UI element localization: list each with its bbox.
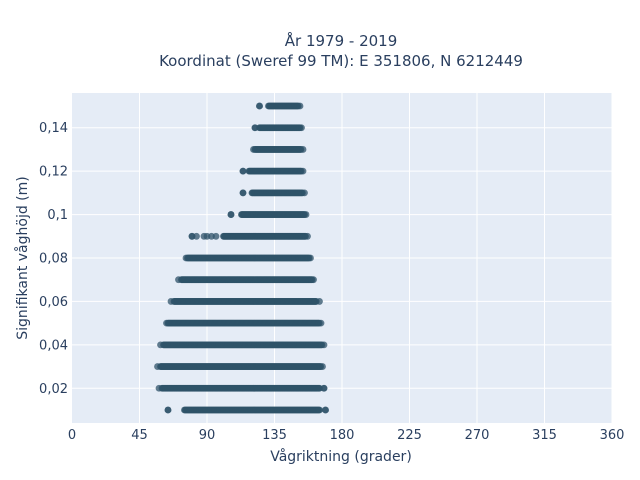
band-points	[182, 254, 314, 262]
x-tick-label: 360	[600, 428, 625, 443]
band-points	[239, 167, 307, 175]
x-tick-label: 0	[68, 428, 76, 443]
data-point-outlier	[227, 211, 235, 218]
data-point	[307, 254, 314, 262]
x-tick-label: 45	[131, 428, 148, 443]
data-point	[299, 146, 307, 153]
data-point	[316, 298, 323, 305]
band-points	[227, 211, 310, 218]
data-point-outlier	[239, 189, 247, 197]
band-points	[157, 341, 328, 349]
x-axis-ticks: 0 45 90 135 180 225 270 315 360	[68, 428, 625, 443]
data-point	[319, 363, 326, 370]
data-point-outlier	[322, 406, 329, 414]
data-point	[310, 276, 317, 284]
band-points	[154, 363, 326, 370]
band-points	[167, 298, 323, 305]
y-tick-label: 0,08	[39, 252, 68, 267]
data-point	[302, 211, 310, 218]
data-point	[301, 189, 308, 197]
band-points	[256, 102, 304, 110]
data-point	[316, 406, 323, 414]
data-point	[320, 341, 328, 349]
data-point	[154, 363, 161, 370]
y-tick-label: 0,1	[47, 208, 68, 223]
band-points	[251, 124, 305, 132]
x-tick-label: 180	[330, 428, 355, 443]
data-point	[299, 167, 307, 175]
band-points	[239, 189, 308, 197]
band-points	[155, 384, 328, 392]
data-point	[250, 146, 257, 153]
data-points	[154, 102, 329, 414]
data-point-outlier	[251, 124, 259, 132]
band-points	[175, 276, 317, 284]
chart-title-line2: Koordinat (Sweref 99 TM): E 351806, N 62…	[159, 52, 523, 70]
y-tick-label: 0,14	[39, 121, 68, 136]
x-tick-label: 90	[199, 428, 216, 443]
y-tick-label: 0,12	[39, 165, 68, 180]
band-points	[164, 406, 329, 414]
x-axis-title: Vågriktning (grader)	[270, 448, 412, 465]
band-points	[163, 319, 325, 327]
y-axis-ticks: 0,02 0,04 0,06 0,08 0,1 0,12 0,14	[39, 121, 68, 397]
data-point-outlier	[320, 384, 328, 392]
data-point	[296, 102, 304, 110]
data-point	[304, 232, 311, 240]
y-axis-title: Signifikant våghöjd (m)	[14, 176, 31, 339]
data-point	[298, 124, 305, 132]
band-points	[250, 146, 307, 153]
data-point	[157, 341, 164, 349]
data-point-outlier	[239, 167, 247, 175]
y-tick-label: 0,04	[39, 338, 68, 353]
x-tick-label: 270	[465, 428, 490, 443]
y-tick-label: 0,06	[39, 295, 68, 310]
data-point-outlier	[256, 102, 263, 110]
x-tick-label: 135	[262, 428, 287, 443]
data-point-outlier	[212, 232, 220, 240]
x-tick-label: 225	[397, 428, 422, 443]
data-point	[317, 319, 325, 327]
data-point	[175, 276, 182, 284]
data-point-outlier	[164, 406, 172, 414]
y-tick-label: 0,02	[39, 382, 68, 397]
band-points	[188, 232, 311, 240]
data-point	[167, 298, 175, 305]
x-tick-label: 315	[532, 428, 557, 443]
data-point	[163, 319, 170, 327]
data-point	[155, 384, 163, 392]
chart-title-line1: År 1979 - 2019	[285, 31, 398, 50]
data-point-outlier	[193, 232, 200, 240]
data-point	[182, 254, 190, 262]
